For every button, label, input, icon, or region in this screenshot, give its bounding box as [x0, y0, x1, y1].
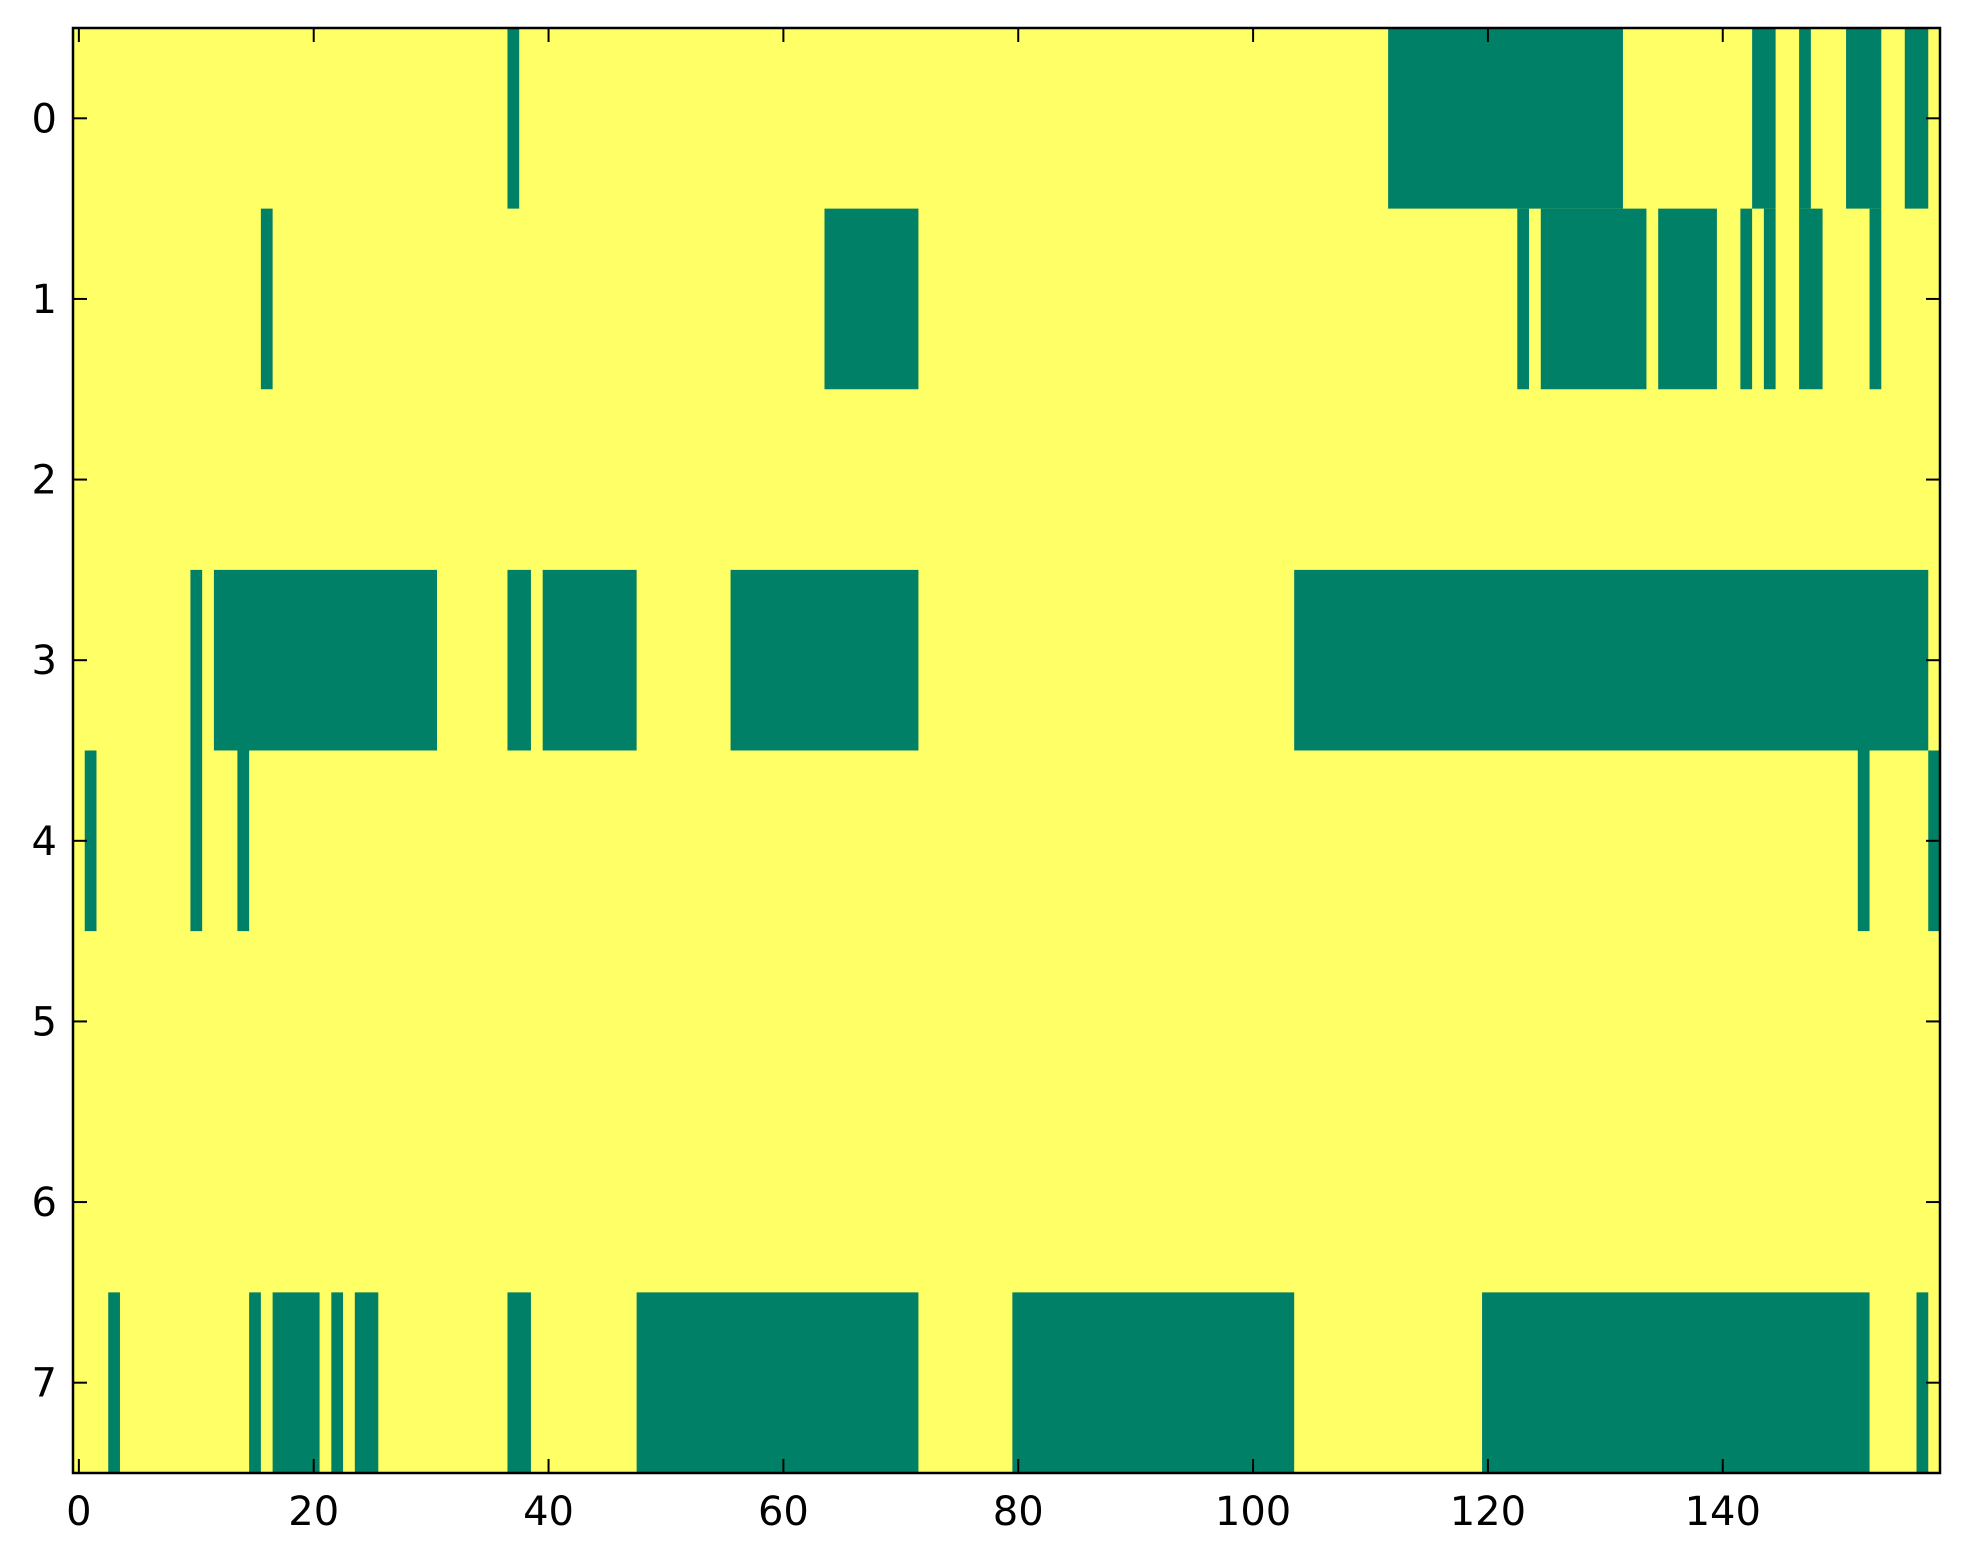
heatmap-cell-run	[260, 208, 273, 390]
x-tick-label: 0	[66, 1489, 91, 1535]
heatmap-cell-run	[213, 569, 438, 751]
heatmap-cell-run	[730, 569, 919, 751]
heatmap-cell-run	[331, 1292, 344, 1473]
heatmap-cell-run	[1846, 28, 1882, 209]
heatmap-cell-run	[1799, 208, 1823, 390]
x-tick-label: 80	[993, 1489, 1044, 1535]
x-tick-label: 140	[1685, 1489, 1761, 1535]
heatmap-cell-run	[1012, 1292, 1295, 1473]
heatmap-cell-run	[1294, 569, 1929, 751]
y-tick-labels: 0 1 2 3 4 5 6 7	[32, 96, 57, 1406]
x-tick-labels: 0 20 40 60 80 100 120 140	[66, 1489, 1761, 1535]
heatmap-cell-run	[1540, 208, 1647, 390]
x-tick-label: 120	[1450, 1489, 1526, 1535]
axis-ticks	[73, 28, 1940, 1473]
heatmap-cell-run	[507, 569, 531, 751]
heatmap-cell-run	[1752, 28, 1776, 209]
heatmap-cell-run	[1904, 28, 1929, 209]
x-tick-label: 40	[523, 1489, 574, 1535]
heatmap-cell-run	[824, 208, 919, 390]
heatmap-cell-run	[1869, 208, 1882, 390]
x-tick-label: 100	[1215, 1489, 1291, 1535]
heatmap-cell-run	[542, 569, 637, 751]
y-tick-label: 1	[32, 277, 57, 323]
heatmap-cell-run	[190, 750, 203, 932]
heatmap-cell-run	[84, 750, 97, 932]
heatmap-cell-run	[1763, 208, 1776, 390]
heatmap-cell-run	[354, 1292, 379, 1473]
y-tick-label: 2	[32, 458, 57, 504]
heatmap-cell-run	[1857, 750, 1870, 932]
heatmap-cell-run	[108, 1292, 120, 1473]
heatmap-cell-run	[1658, 208, 1717, 390]
y-tick-label: 7	[32, 1361, 57, 1407]
heatmap-cell-run	[1799, 28, 1811, 209]
heatmap-cell-run	[507, 28, 520, 209]
heatmap-cell-run	[237, 750, 250, 932]
x-tick-label: 20	[288, 1489, 339, 1535]
y-tick-label: 4	[32, 819, 57, 865]
plot-frame	[71, 26, 1942, 1475]
heatmap-cells	[84, 28, 1940, 1473]
y-tick-label: 0	[32, 96, 57, 142]
x-tick-label: 60	[758, 1489, 809, 1535]
heatmap-cell-run	[1388, 28, 1623, 209]
heatmap-cell-run	[249, 1292, 261, 1473]
heatmap-cell-run	[1517, 208, 1530, 390]
heatmap-cell-run	[272, 1292, 320, 1473]
y-tick-label: 3	[32, 638, 57, 684]
heatmap-cell-run	[507, 1292, 531, 1473]
heatmap-cell-run	[636, 1292, 919, 1473]
heatmap-cell-run	[1482, 1292, 1870, 1473]
heatmap-cell-run	[1740, 208, 1753, 390]
y-tick-label: 6	[32, 1180, 57, 1226]
heatmap-cell-run	[1916, 1292, 1929, 1473]
heatmap-cell-run	[190, 569, 203, 751]
y-tick-label: 5	[32, 999, 57, 1045]
